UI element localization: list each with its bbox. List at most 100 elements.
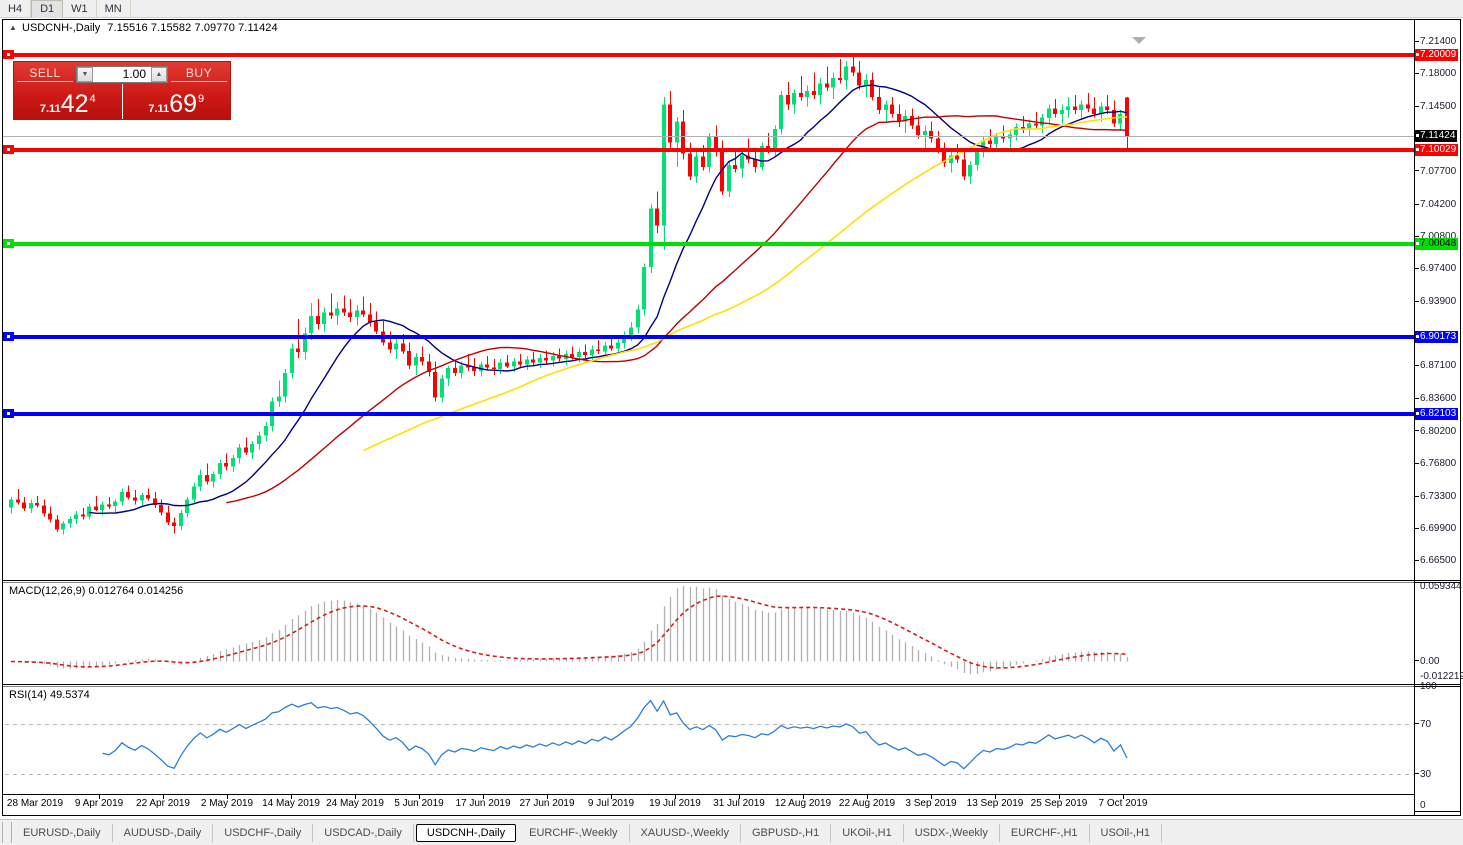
horizontal-level-line[interactable] [3,238,1414,248]
chart-tab-xauusdweekly[interactable]: XAUUSD-,Weekly [630,823,741,842]
timeframe-tab-w1[interactable]: W1 [63,0,97,17]
price-level-label[interactable]: 7.00048 [1415,237,1459,250]
tabs-scroll-grip[interactable] [2,822,12,843]
chart-tab-audusddaily[interactable]: AUDUSD-,Daily [113,823,214,842]
macd-plot[interactable] [3,583,1414,681]
date-tick-label: 5 Jun 2019 [394,798,444,809]
chart-tab-eurusddaily[interactable]: EURUSD-,Daily [12,823,113,842]
date-tick-mark [355,795,356,799]
volume-increment-icon[interactable]: ▲ [151,66,167,82]
timeframe-tab-h4[interactable]: H4 [0,0,32,17]
chart-tab-usdcnhdaily[interactable]: USDCNH-,Daily [415,823,517,842]
rsi-line [102,699,1128,770]
sell-price-prefix: 7.11 [39,103,61,115]
date-tick-label: 25 Sep 2019 [1030,798,1088,809]
date-tick-label: 3 Sep 2019 [905,798,957,809]
horizontal-level-line[interactable] [3,408,1414,418]
price-level-label[interactable]: 7.10029 [1415,143,1459,156]
date-tick-mark [99,795,100,799]
horizontal-level-line[interactable] [3,135,1414,137]
sell-price-main: 42 [60,90,89,118]
volume-input[interactable]: 1.00 [122,67,146,81]
chart-tabs-bar: EURUSD-,Daily AUDUSD-,Daily USDCHF-,Daily U… [0,819,1463,845]
price-level-label[interactable]: 7.20009 [1415,49,1459,62]
date-tick-mark [611,795,612,799]
buy-price-fraction: 9 [198,93,205,105]
date-tick-mark [739,795,740,799]
date-tick-label: 12 Aug 2019 [774,798,832,809]
date-tick-label: 22 Aug 2019 [838,798,896,809]
chart-tab-eurchfh1[interactable]: EURCHF-,H1 [1000,823,1090,842]
panel-divider-1 [3,580,1414,581]
scale-separator [1414,580,1460,581]
rsi-tick-label: 100 [1420,681,1437,692]
price-tick-label: 7.00800 [1415,231,1456,242]
rsi-indicator-label: RSI(14) 49.5374 [9,689,90,701]
panel-divider-1b [3,582,1414,583]
macd-tick-label: 0.059344 [1420,580,1462,592]
trade-panel-controls: SELL ▼ 1.00 ▲ BUY [14,62,230,84]
date-tick-label: 19 Jul 2019 [649,798,701,809]
chart-drag-marker-icon[interactable] [1132,37,1146,44]
price-level-label[interactable]: 7.11424 [1415,130,1458,143]
date-tick-mark [483,795,484,799]
date-tick-mark [931,795,932,799]
macd-tick-label: 0.00 [1415,656,1439,667]
rsi-tick-label: 70 [1415,719,1431,730]
price-tick-label: 7.07700 [1415,166,1456,177]
price-scale-axis[interactable]: 7.21400 7.18000 7.14500 7.07700 7.04200 7.008… [1414,20,1463,815]
chart-window: ▲ USDCNH-,Daily 7.15516 7.15582 7.09770 … [2,19,1463,816]
volume-input-group[interactable]: ▼ 1.00 ▲ [76,65,168,83]
date-tick-label: 22 Apr 2019 [136,798,190,809]
timeframe-tab-d1[interactable]: D1 [31,0,64,18]
timeframe-tab-mn[interactable]: MN [97,0,131,17]
sell-button[interactable]: SELL [17,66,73,82]
one-click-trade-panel[interactable]: SELL ▼ 1.00 ▲ BUY 7.11 42 4 7.11 69 9 [13,61,231,120]
horizontal-level-line[interactable] [3,144,1414,154]
macd-tick-label: -0.012219 [1420,670,1463,682]
chart-tab-usoilh1[interactable]: USOil-,H1 [1090,823,1163,842]
chart-tab-ukoilh1[interactable]: UKOil-,H1 [831,823,904,842]
rsi-tick-label: 30 [1415,769,1431,780]
macd-indicator-label: MACD(12,26,9) 0.012764 0.014256 [9,585,184,597]
chart-tab-eurchfweekly[interactable]: EURCHF-,Weekly [518,823,630,842]
buy-price-quote[interactable]: 7.11 69 9 [123,84,231,119]
price-tick-label: 7.14500 [1415,102,1456,112]
collapse-triangle-icon[interactable]: ▲ [9,22,17,32]
chart-tab-usdxweekly[interactable]: USDX-,Weekly [904,823,1000,842]
chart-ohlc-values: 7.15516 7.15582 7.09770 7.11424 [107,21,278,34]
buy-button[interactable]: BUY [171,66,227,82]
chart-tab-usdcaddaily[interactable]: USDCAD-,Daily [313,823,414,842]
price-level-label[interactable]: 6.90173 [1415,331,1459,344]
date-tick-mark [163,795,164,799]
price-tick-label: 6.80200 [1415,426,1456,437]
macd-histogram [17,585,1129,675]
date-tick-label: 2 May 2019 [200,798,254,809]
horizontal-level-line[interactable] [3,332,1414,342]
date-tick-label: 7 Oct 2019 [1098,798,1148,809]
date-tick-mark [419,795,420,799]
price-plot[interactable] [3,35,1414,580]
date-axis: 28 Mar 2019 9 Apr 2019 22 Apr 2019 2 May 20… [3,794,1414,815]
price-tick-label: 6.83600 [1415,394,1456,404]
date-tick-mark [227,795,228,799]
date-tick-mark [1123,795,1124,799]
chart-symbol-label: USDCNH-,Daily [22,21,101,34]
price-tick-label: 6.93900 [1415,297,1456,307]
date-tick-label: 14 May 2019 [262,798,320,809]
horizontal-level-line[interactable] [3,50,1414,60]
date-tick-label: 27 Jun 2019 [519,798,575,809]
chart-tab-gbpusdh1[interactable]: GBPUSD-,H1 [741,823,832,842]
chart-tab-usdchfdaily[interactable]: USDCHF-,Daily [213,823,314,842]
ma-line-yellow [363,116,1128,452]
date-tick-mark [675,795,676,799]
sell-price-quote[interactable]: 7.11 42 4 [14,84,123,119]
price-level-label[interactable]: 6.82103 [1415,407,1459,420]
timeframe-toolbar: H4 D1 W1 MN [0,0,1463,18]
price-tick-label: 7.18000 [1415,69,1456,79]
panel-divider-2b [3,686,1414,687]
rsi-plot[interactable] [3,687,1414,812]
rsi-tick-label: 0 [1420,800,1426,811]
volume-decrement-icon[interactable]: ▼ [77,66,93,82]
sell-price-fraction: 4 [89,93,96,105]
